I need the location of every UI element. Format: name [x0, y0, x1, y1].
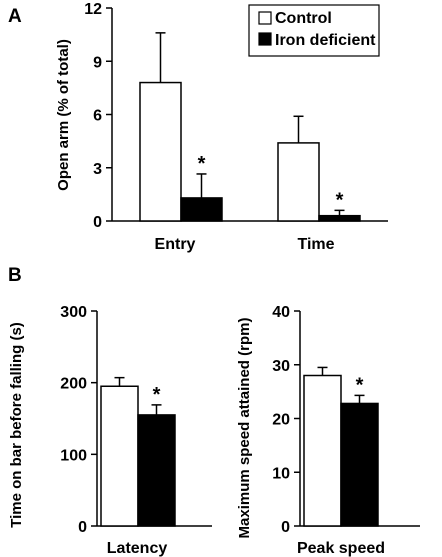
- panel-label-b: B: [8, 265, 22, 286]
- legend-label-control: Control: [275, 10, 332, 27]
- y-tick-label: 300: [60, 304, 87, 321]
- y-tick-label: 12: [84, 1, 102, 18]
- bar-iron-deficient-peak-speed: [340, 402, 379, 527]
- chart-a-ylabel: Open arm (% of total): [55, 39, 72, 191]
- y-tick-label: 200: [60, 376, 87, 393]
- bar-control-peak-speed: [303, 374, 342, 527]
- category-label: Peak speed: [297, 540, 385, 557]
- panel-label-a: A: [8, 6, 22, 27]
- y-tick-label: 100: [60, 447, 87, 464]
- legend-swatch-iron-deficient: [258, 32, 272, 46]
- y-tick-label: 0: [93, 214, 102, 231]
- legend-label-iron-deficient: Iron deficient: [275, 32, 376, 49]
- y-tick-label: 30: [272, 358, 290, 375]
- y-tick-label: 10: [272, 465, 290, 482]
- category-label: Time: [297, 236, 334, 253]
- significance-marker: *: [153, 384, 161, 406]
- bar-iron-deficient-entry: [180, 197, 223, 222]
- y-tick-label: 6: [93, 108, 102, 125]
- category-label: Entry: [155, 236, 196, 253]
- y-tick-label: 20: [272, 412, 290, 429]
- bar-iron-deficient-time: [318, 214, 361, 222]
- bar-control-latency: [100, 385, 139, 527]
- y-tick-label: 9: [93, 54, 102, 71]
- y-tick-label: 0: [281, 519, 290, 536]
- bar-iron-deficient-latency: [137, 414, 176, 527]
- chart-b2-ylabel: Maximum speed attained (rpm): [236, 318, 253, 539]
- legend: Control Iron deficient: [248, 4, 380, 57]
- legend-swatch-control: [258, 11, 272, 25]
- category-label: Latency: [107, 540, 168, 557]
- y-tick-label: 3: [93, 161, 102, 178]
- significance-marker: *: [356, 374, 364, 396]
- chart-peak-speed: Maximum speed attained (rpm) 0 10 20 30 40 Pe…: [236, 304, 420, 557]
- chart-b1-ylabel: Time on bar before falling (s): [8, 322, 25, 528]
- significance-marker: *: [198, 153, 206, 175]
- chart-open-arm: Open arm (% of total) 0 3 6 9 12 Entry Time * *…: [55, 1, 388, 253]
- bar-control-entry: [139, 81, 182, 222]
- y-tick-label: 0: [78, 519, 87, 536]
- significance-marker: *: [336, 189, 344, 211]
- bar-control-time: [277, 142, 320, 222]
- chart-latency: Time on bar before falling (s) 0 100 200 30…: [8, 304, 212, 557]
- y-tick-label: 40: [272, 304, 290, 321]
